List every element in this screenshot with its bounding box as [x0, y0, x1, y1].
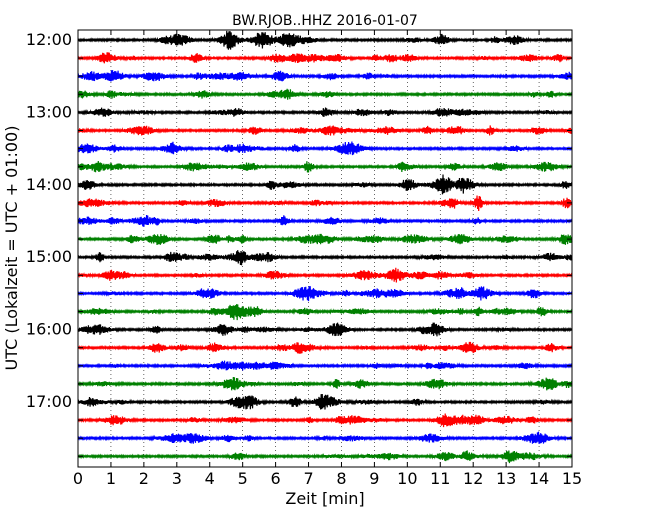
trace-line: [77, 195, 573, 212]
x-tick-label: 11: [430, 469, 450, 488]
grid-lines: [110, 30, 540, 467]
y-tick-label: 13:00: [26, 102, 72, 121]
trace-line: [77, 360, 573, 371]
trace-line: [77, 413, 573, 428]
trace-line: [77, 174, 573, 195]
y-tick-label: 16:00: [26, 320, 72, 339]
trace-line: [77, 88, 573, 100]
chart-title: BW.RJOB..HHZ 2016-01-07: [232, 13, 418, 29]
trace-line: [77, 125, 573, 136]
x-tick-label: 9: [369, 469, 379, 488]
trace-line: [77, 107, 573, 117]
x-tick-label: 4: [205, 469, 215, 488]
trace-line: [77, 215, 573, 227]
trace-line: [77, 341, 573, 354]
x-axis-label: Zeit [min]: [285, 489, 364, 508]
trace-line: [77, 304, 573, 321]
trace-line: [77, 141, 573, 156]
x-tick-label: 6: [271, 469, 281, 488]
trace-line: [77, 286, 573, 302]
x-tick-label: 7: [303, 469, 313, 488]
x-tick-label: 15: [562, 469, 582, 488]
trace-line: [77, 70, 573, 82]
trace-line: [77, 322, 573, 337]
x-tick-label: 0: [73, 469, 83, 488]
trace-line: [77, 377, 573, 391]
x-tick-label: 14: [529, 469, 549, 488]
x-tick-label: 1: [106, 469, 116, 488]
x-tick-label: 8: [336, 469, 346, 488]
y-tick-label: 17:00: [26, 392, 72, 411]
trace-line: [77, 161, 573, 173]
trace-line: [77, 30, 573, 50]
trace-line: [77, 431, 573, 444]
trace-line: [77, 450, 573, 464]
x-tick-label: 12: [463, 469, 483, 488]
y-tick-label: 12:00: [26, 30, 72, 49]
plot-frame: [77, 29, 573, 468]
y-tick-label: 14:00: [26, 175, 72, 194]
x-tick-label: 5: [238, 469, 248, 488]
y-axis-label: UTC (Lokalzeit = UTC + 01:00): [2, 126, 21, 371]
x-tick-label: 10: [397, 469, 417, 488]
y-tick-label: 15:00: [26, 247, 72, 266]
traces: [77, 30, 573, 464]
trace-line: [77, 267, 573, 283]
trace-line: [77, 233, 573, 245]
x-tick-label: 2: [139, 469, 149, 488]
x-axis-ticks: 0 1 2 3 4 5 6 7 8 9 10 11 12 13 14 15: [73, 30, 582, 488]
x-tick-label: 13: [496, 469, 516, 488]
x-tick-label: 3: [172, 469, 182, 488]
trace-line: [77, 250, 573, 266]
trace-line: [77, 52, 573, 64]
trace-line: [77, 393, 573, 410]
y-axis-ticks: 12:00 13:00 14:00 15:00 16:00 17:00: [26, 30, 572, 457]
